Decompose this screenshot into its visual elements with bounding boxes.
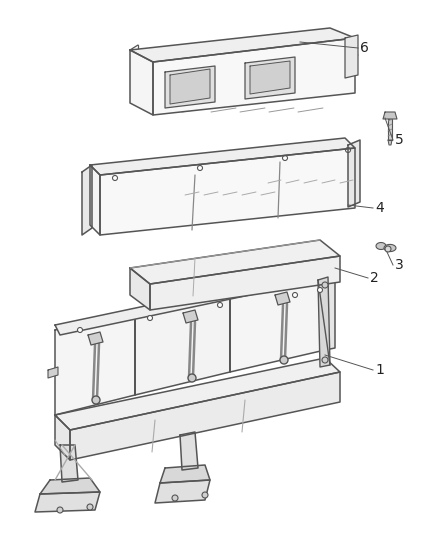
Polygon shape — [100, 148, 355, 235]
Circle shape — [283, 156, 287, 160]
Polygon shape — [345, 35, 358, 78]
Polygon shape — [40, 478, 100, 494]
Polygon shape — [245, 57, 295, 99]
Polygon shape — [55, 358, 340, 430]
Polygon shape — [250, 61, 290, 94]
Polygon shape — [165, 66, 215, 108]
Circle shape — [92, 396, 100, 404]
Polygon shape — [170, 69, 210, 104]
Polygon shape — [153, 38, 355, 115]
Polygon shape — [48, 367, 58, 378]
Text: 1: 1 — [375, 363, 384, 377]
Circle shape — [385, 246, 391, 252]
Polygon shape — [130, 28, 355, 62]
Circle shape — [322, 357, 328, 363]
Circle shape — [218, 303, 223, 308]
Circle shape — [148, 316, 152, 320]
Circle shape — [146, 66, 150, 70]
Circle shape — [78, 327, 82, 333]
Polygon shape — [55, 268, 330, 335]
Polygon shape — [55, 415, 70, 460]
Polygon shape — [183, 310, 198, 323]
Text: 2: 2 — [370, 271, 379, 285]
Text: 5: 5 — [395, 133, 404, 147]
Polygon shape — [130, 240, 340, 284]
Circle shape — [202, 492, 208, 498]
Circle shape — [293, 293, 297, 297]
Circle shape — [113, 175, 117, 181]
Circle shape — [172, 495, 178, 501]
Polygon shape — [130, 268, 150, 310]
Polygon shape — [88, 332, 103, 345]
Circle shape — [198, 166, 202, 171]
Polygon shape — [82, 165, 92, 235]
Polygon shape — [318, 277, 330, 367]
Polygon shape — [35, 492, 100, 512]
Polygon shape — [388, 140, 392, 145]
Circle shape — [322, 282, 328, 288]
Circle shape — [318, 287, 322, 293]
Polygon shape — [160, 465, 210, 483]
Polygon shape — [70, 372, 340, 460]
Text: 6: 6 — [360, 41, 369, 55]
Polygon shape — [376, 243, 386, 249]
Polygon shape — [388, 119, 392, 140]
Polygon shape — [180, 432, 198, 470]
Polygon shape — [55, 310, 135, 415]
Polygon shape — [275, 292, 290, 305]
Polygon shape — [135, 290, 230, 395]
Polygon shape — [383, 112, 397, 119]
Circle shape — [87, 504, 93, 510]
Polygon shape — [348, 140, 360, 207]
Circle shape — [57, 507, 63, 513]
Circle shape — [346, 148, 350, 152]
Polygon shape — [60, 445, 78, 482]
Text: 4: 4 — [375, 201, 384, 215]
Polygon shape — [130, 50, 153, 115]
Polygon shape — [384, 245, 396, 252]
Polygon shape — [155, 480, 210, 503]
Polygon shape — [230, 270, 325, 372]
Polygon shape — [325, 265, 335, 350]
Polygon shape — [150, 256, 340, 310]
Circle shape — [188, 374, 196, 382]
Text: 3: 3 — [395, 258, 404, 272]
Circle shape — [280, 356, 288, 364]
Polygon shape — [90, 165, 100, 235]
Polygon shape — [90, 138, 355, 175]
